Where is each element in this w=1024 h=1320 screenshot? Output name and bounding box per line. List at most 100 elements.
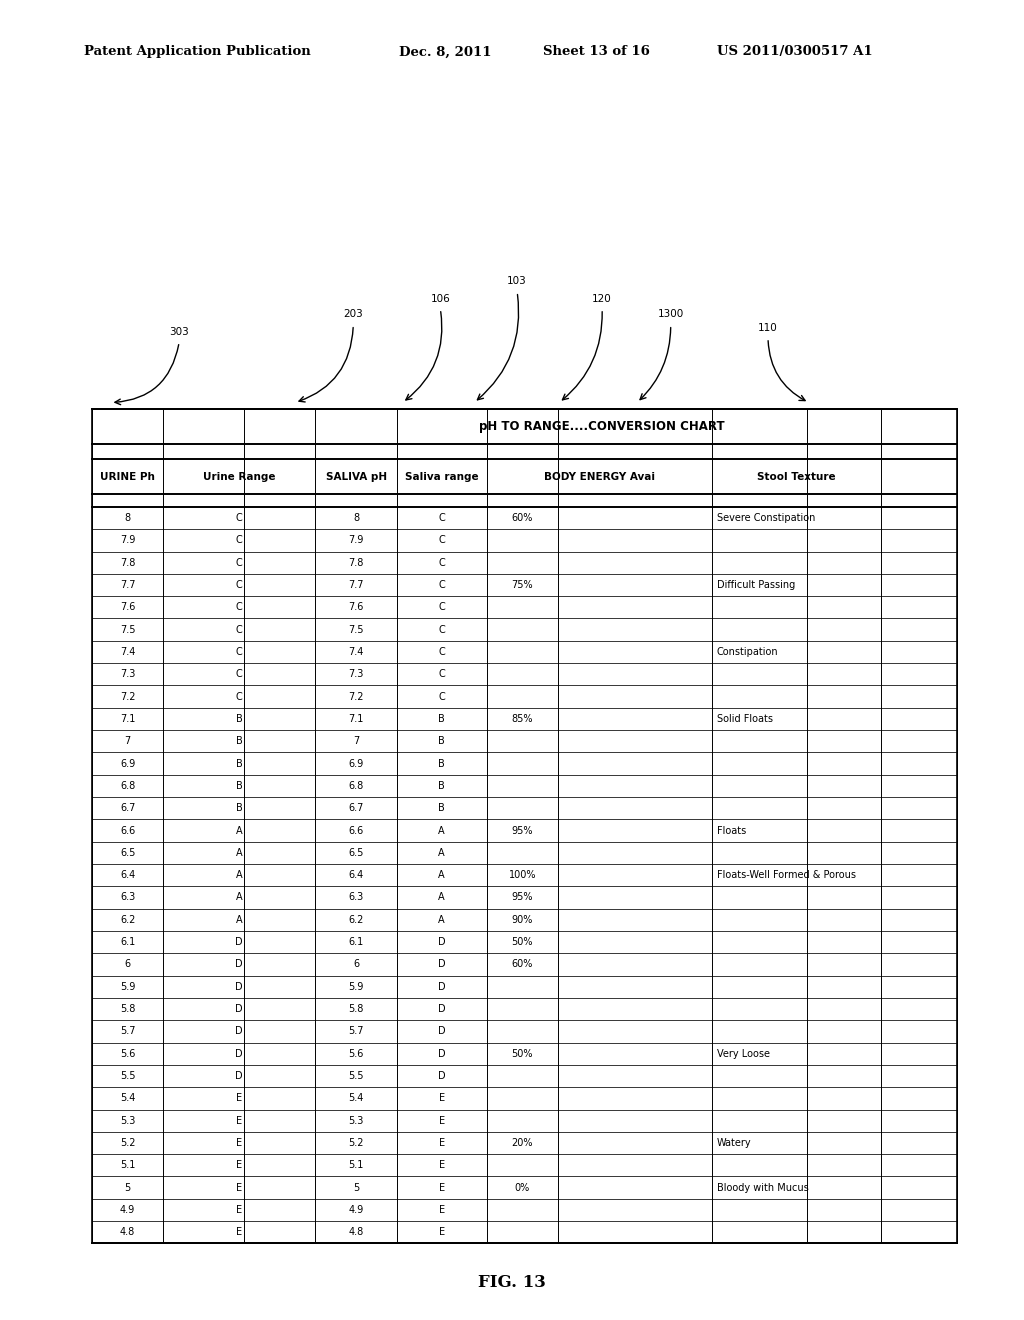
- Text: 6.4: 6.4: [348, 870, 364, 880]
- Text: 7.4: 7.4: [120, 647, 135, 657]
- Text: 103: 103: [507, 276, 527, 286]
- Text: B: B: [236, 781, 243, 791]
- Text: D: D: [236, 982, 243, 991]
- Text: B: B: [438, 759, 445, 768]
- Text: 1300: 1300: [657, 309, 684, 319]
- Text: 5.3: 5.3: [348, 1115, 364, 1126]
- Text: 6.1: 6.1: [348, 937, 364, 948]
- Text: C: C: [236, 624, 243, 635]
- Text: A: A: [438, 825, 445, 836]
- Text: 203: 203: [343, 309, 364, 319]
- Text: 75%: 75%: [511, 579, 534, 590]
- Text: B: B: [438, 737, 445, 746]
- Text: 5.6: 5.6: [348, 1048, 364, 1059]
- Text: E: E: [438, 1115, 444, 1126]
- Text: D: D: [438, 1027, 445, 1036]
- Text: 5.9: 5.9: [348, 982, 364, 991]
- Text: 5.7: 5.7: [348, 1027, 364, 1036]
- Text: Saliva range: Saliva range: [404, 471, 478, 482]
- Text: C: C: [438, 669, 445, 680]
- Text: 6: 6: [125, 960, 131, 969]
- Text: 85%: 85%: [511, 714, 532, 723]
- Text: 50%: 50%: [511, 937, 532, 948]
- Text: Watery: Watery: [717, 1138, 752, 1148]
- Text: 4.8: 4.8: [120, 1228, 135, 1237]
- Text: Very Loose: Very Loose: [717, 1048, 770, 1059]
- Text: 5.2: 5.2: [120, 1138, 135, 1148]
- Text: 7.5: 7.5: [348, 624, 364, 635]
- Text: A: A: [438, 847, 445, 858]
- Text: Floats-Well Formed & Porous: Floats-Well Formed & Porous: [717, 870, 856, 880]
- Text: 106: 106: [430, 293, 451, 304]
- Text: Patent Application Publication: Patent Application Publication: [84, 45, 310, 58]
- Text: 7.1: 7.1: [120, 714, 135, 723]
- Text: B: B: [236, 737, 243, 746]
- Text: 7.2: 7.2: [348, 692, 364, 702]
- Text: C: C: [236, 692, 243, 702]
- Text: D: D: [236, 960, 243, 969]
- Text: C: C: [438, 579, 445, 590]
- Text: Solid Floats: Solid Floats: [717, 714, 773, 723]
- Text: 60%: 60%: [512, 513, 532, 523]
- Text: 7.5: 7.5: [120, 624, 135, 635]
- Text: 6.5: 6.5: [348, 847, 364, 858]
- Text: E: E: [438, 1093, 444, 1104]
- Text: 0%: 0%: [515, 1183, 529, 1193]
- Text: 20%: 20%: [511, 1138, 532, 1148]
- Text: C: C: [438, 624, 445, 635]
- Text: 5.7: 5.7: [120, 1027, 135, 1036]
- Text: 7.3: 7.3: [120, 669, 135, 680]
- Text: C: C: [438, 536, 445, 545]
- Text: 50%: 50%: [511, 1048, 532, 1059]
- Text: Sheet 13 of 16: Sheet 13 of 16: [543, 45, 649, 58]
- Text: D: D: [236, 1048, 243, 1059]
- Text: B: B: [438, 781, 445, 791]
- Text: 4.9: 4.9: [348, 1205, 364, 1214]
- Text: 7.7: 7.7: [348, 579, 364, 590]
- Text: 6.4: 6.4: [120, 870, 135, 880]
- Text: B: B: [438, 803, 445, 813]
- Text: 7.8: 7.8: [120, 557, 135, 568]
- Text: A: A: [236, 915, 243, 925]
- Text: D: D: [438, 960, 445, 969]
- Text: E: E: [237, 1093, 243, 1104]
- Text: 6.2: 6.2: [120, 915, 135, 925]
- Text: C: C: [236, 602, 243, 612]
- Text: 6.7: 6.7: [348, 803, 364, 813]
- Text: 7: 7: [125, 737, 131, 746]
- Text: 6.7: 6.7: [120, 803, 135, 813]
- Text: C: C: [236, 536, 243, 545]
- Text: B: B: [438, 714, 445, 723]
- Text: Bloody with Mucus: Bloody with Mucus: [717, 1183, 809, 1193]
- Text: 6.1: 6.1: [120, 937, 135, 948]
- Text: 4.8: 4.8: [348, 1228, 364, 1237]
- Text: 7.9: 7.9: [120, 536, 135, 545]
- Text: E: E: [237, 1138, 243, 1148]
- Text: D: D: [438, 982, 445, 991]
- Text: A: A: [438, 870, 445, 880]
- Text: E: E: [438, 1160, 444, 1171]
- Text: D: D: [236, 937, 243, 948]
- Text: 7.6: 7.6: [120, 602, 135, 612]
- Text: 6.6: 6.6: [348, 825, 364, 836]
- Text: Floats: Floats: [717, 825, 746, 836]
- Text: 95%: 95%: [511, 825, 532, 836]
- Text: 7.1: 7.1: [348, 714, 364, 723]
- Text: Urine Range: Urine Range: [203, 471, 275, 482]
- Text: B: B: [236, 803, 243, 813]
- Text: E: E: [438, 1138, 444, 1148]
- Text: 7.4: 7.4: [348, 647, 364, 657]
- Text: Constipation: Constipation: [717, 647, 778, 657]
- Text: 6.3: 6.3: [348, 892, 364, 903]
- Text: D: D: [438, 1048, 445, 1059]
- Text: Stool Texture: Stool Texture: [757, 471, 836, 482]
- Text: 5.9: 5.9: [120, 982, 135, 991]
- Text: C: C: [438, 557, 445, 568]
- Text: 5: 5: [353, 1183, 359, 1193]
- Text: 95%: 95%: [511, 892, 532, 903]
- Text: 5.6: 5.6: [120, 1048, 135, 1059]
- Text: 7.2: 7.2: [120, 692, 135, 702]
- Text: 120: 120: [592, 293, 612, 304]
- Text: 6.3: 6.3: [120, 892, 135, 903]
- Text: D: D: [438, 937, 445, 948]
